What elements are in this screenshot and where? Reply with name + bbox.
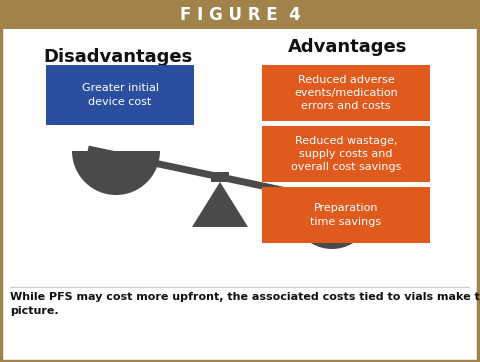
Text: While PFS may cost more upfront, the associated costs tied to vials make them mo: While PFS may cost more upfront, the ass… bbox=[10, 292, 480, 316]
Text: Reduced adverse
events/medication
errors and costs: Reduced adverse events/medication errors… bbox=[294, 75, 398, 111]
Text: Preparation
time savings: Preparation time savings bbox=[311, 203, 382, 227]
Text: Reduced wastage,
supply costs and
overall cost savings: Reduced wastage, supply costs and overal… bbox=[291, 136, 401, 172]
Text: Disadvantages: Disadvantages bbox=[43, 48, 192, 66]
FancyBboxPatch shape bbox=[46, 65, 194, 125]
Text: Greater initial
device cost: Greater initial device cost bbox=[82, 83, 158, 107]
FancyBboxPatch shape bbox=[262, 126, 430, 182]
Text: Advantages: Advantages bbox=[288, 38, 408, 56]
FancyBboxPatch shape bbox=[1, 1, 478, 29]
FancyBboxPatch shape bbox=[211, 172, 229, 182]
Polygon shape bbox=[192, 182, 248, 227]
Wedge shape bbox=[292, 209, 372, 249]
Polygon shape bbox=[87, 146, 363, 210]
Text: F I G U R E  4: F I G U R E 4 bbox=[180, 6, 300, 24]
FancyBboxPatch shape bbox=[262, 187, 430, 243]
FancyBboxPatch shape bbox=[262, 65, 430, 121]
Wedge shape bbox=[72, 151, 160, 195]
